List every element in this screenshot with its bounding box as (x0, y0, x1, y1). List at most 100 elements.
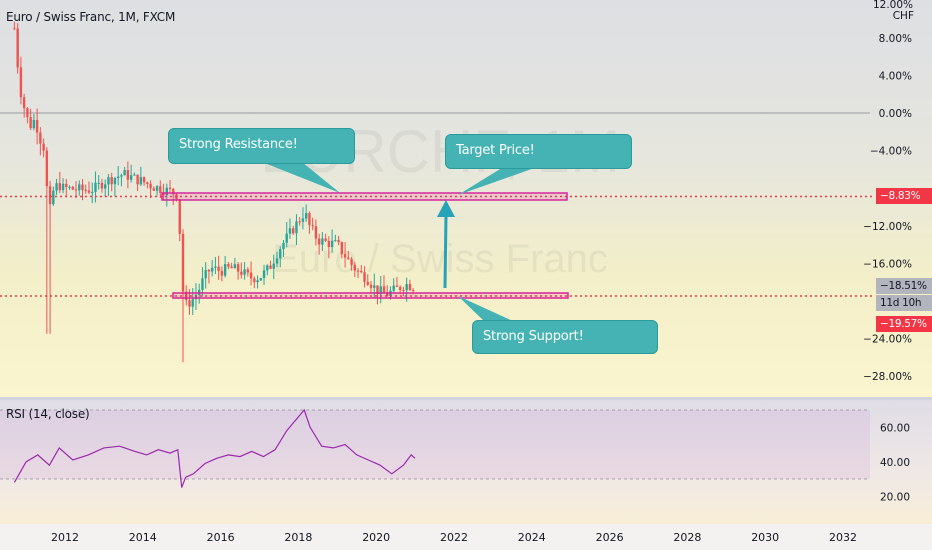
candle-body (314, 226, 318, 239)
candle-body (168, 187, 172, 189)
candle-body (107, 177, 110, 185)
candle-body (58, 183, 62, 191)
candle-body (74, 189, 78, 191)
candle-body (343, 254, 347, 258)
price-axis-tick: 8.00% (879, 33, 912, 45)
candle-body (327, 240, 331, 248)
candle-body (288, 228, 292, 234)
candle-body (32, 119, 36, 129)
date-axis-tick: 2016 (207, 531, 235, 544)
bar-countdown-tag: 11d 10h (876, 295, 932, 311)
candle-body (165, 187, 168, 196)
candle-body (217, 266, 220, 271)
price-axis-tick: −28.00% (863, 371, 912, 383)
chart-title[interactable]: Euro / Swiss Franc, 1M, FXCM (6, 10, 176, 24)
candle-body (279, 249, 282, 259)
candle-body (91, 191, 94, 193)
candle-body (317, 238, 321, 245)
candle-body (230, 266, 233, 269)
candle-body (373, 285, 376, 288)
candle-body (188, 300, 191, 307)
candle-body (295, 221, 298, 234)
candle-body (120, 175, 123, 177)
candle-body (266, 265, 269, 271)
candle-body (65, 183, 68, 188)
rsi-axis-tick: 40.00 (880, 457, 910, 469)
candle-body (227, 264, 230, 267)
price-axis-tick: −4.00% (870, 146, 912, 158)
date-axis-labels: 2012 2014 2016 2018 2020 2022 2024 2026 2028 2030… (51, 531, 857, 544)
candle-body (126, 170, 130, 180)
rsi-band (0, 410, 870, 479)
candle-body (249, 272, 253, 279)
candle-body (207, 269, 211, 272)
price-axis-unit: CHF (893, 10, 914, 22)
candle-body (275, 258, 279, 264)
candle-body (223, 264, 227, 276)
candle-body (155, 186, 159, 191)
candle-body (204, 269, 207, 279)
candle-body (382, 286, 386, 293)
candle-body (152, 188, 156, 191)
candle-body (71, 186, 74, 190)
rsi-title[interactable]: RSI (14, close) (6, 407, 90, 421)
candle-body (253, 278, 256, 283)
candle-body (22, 97, 26, 109)
candle-body (340, 242, 344, 255)
candle-body (133, 174, 136, 176)
resistance-callout-pointer (262, 162, 340, 193)
candle-body (233, 264, 237, 269)
resistance-callout[interactable]: Strong Resistance! (168, 128, 355, 164)
candle-body (13, 28, 16, 30)
target-arrow-head (437, 200, 455, 217)
candle-body (376, 285, 379, 295)
support-price-tag: −19.57% (876, 316, 932, 332)
candle-body (236, 264, 240, 272)
rsi-axis[interactable]: 60.00 40.00 20.00 (880, 422, 910, 503)
date-axis-tick: 2018 (284, 531, 312, 544)
price-axis-top-label: 12.00% (873, 0, 913, 11)
candle-body (42, 143, 45, 151)
candle-body (142, 177, 146, 183)
main-chart-pane[interactable] (0, 0, 932, 397)
candle-body (16, 28, 19, 68)
candle-body (19, 67, 23, 98)
target-callout-text: Target Price! (456, 143, 535, 158)
rsi-line (13, 408, 416, 488)
candle-body (411, 290, 415, 292)
rsi-pane[interactable] (0, 400, 932, 524)
candle-body (386, 292, 389, 296)
candle-body (282, 242, 285, 250)
candle-body (285, 233, 288, 243)
date-axis-tick: 2020 (362, 531, 390, 544)
candle-body (87, 190, 91, 193)
price-axis-tick: −24.00% (863, 334, 912, 346)
candle-body (61, 183, 65, 191)
candle-body (330, 240, 334, 248)
target-arrow-shaft (443, 214, 448, 289)
date-axis[interactable] (0, 524, 932, 550)
candle-body (39, 132, 42, 144)
target-callout[interactable]: Target Price! (445, 134, 632, 169)
candle-body (68, 186, 71, 188)
candle-body (100, 182, 104, 189)
candle-body (308, 213, 311, 226)
price-axis-tick: 4.00% (879, 70, 912, 82)
support-zone[interactable] (172, 292, 569, 299)
candle-body (139, 177, 143, 185)
date-axis-tick: 2028 (673, 531, 701, 544)
resistance-callout-text: Strong Resistance! (179, 137, 298, 152)
candle-body (402, 289, 405, 291)
candle-body (78, 184, 81, 191)
candle-body (321, 238, 324, 245)
candle-body (97, 182, 100, 184)
candle-body (201, 278, 204, 290)
candle-body (272, 263, 275, 269)
candle-body (350, 259, 353, 265)
price-axis[interactable]: 12.00% CHF 8.00% 4.00% 0.00% −4.00% −12.00% −… (863, 0, 914, 383)
rsi-axis-tick: 60.00 (880, 422, 910, 434)
support-callout[interactable]: Strong Support! (472, 320, 658, 354)
candle-body (123, 170, 126, 176)
resistance-zone[interactable] (161, 192, 568, 201)
